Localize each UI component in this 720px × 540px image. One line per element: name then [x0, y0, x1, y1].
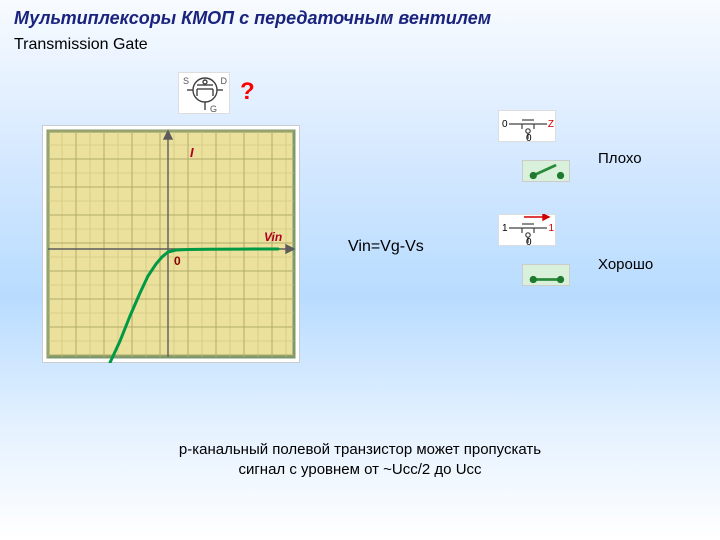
- bottom-caption: p-канальный полевой транзистор может про…: [0, 440, 720, 481]
- svg-text:0: 0: [526, 133, 532, 142]
- svg-text:Z: Z: [548, 119, 554, 130]
- question-mark: ?: [240, 78, 255, 106]
- svg-text:D: D: [221, 76, 228, 86]
- slide-subtitle: Transmission Gate: [14, 36, 148, 54]
- switch-state-1: [522, 264, 570, 286]
- state-label-0: Плохо: [598, 150, 642, 167]
- bottom-line1: p-канальный полевой транзистор может про…: [179, 441, 541, 458]
- pmos-symbol: S D G: [178, 72, 230, 114]
- transistor-state-1: 1 1 0: [498, 214, 556, 246]
- switch-state-0: [522, 160, 570, 182]
- svg-text:G: G: [210, 104, 217, 114]
- svg-text:0: 0: [502, 119, 508, 130]
- transistor-state-0: 0 Z 0: [498, 110, 556, 142]
- formula-label: Vin=Vg-Vs: [348, 238, 424, 256]
- svg-text:0: 0: [174, 254, 181, 268]
- svg-text:Vin: Vin: [264, 230, 282, 244]
- iv-chart: I Vin 0: [42, 125, 300, 363]
- svg-text:1: 1: [548, 223, 554, 234]
- svg-text:I: I: [190, 145, 194, 160]
- svg-text:0: 0: [526, 237, 532, 246]
- state-label-1: Хорошо: [598, 256, 653, 273]
- bottom-line2: сигнал с уровнем от ~Ucc/2 до Ucc: [238, 461, 481, 478]
- svg-text:1: 1: [502, 223, 508, 234]
- slide-title: Мультиплексоры КМОП с передаточным венти…: [14, 8, 491, 29]
- svg-text:S: S: [183, 76, 189, 86]
